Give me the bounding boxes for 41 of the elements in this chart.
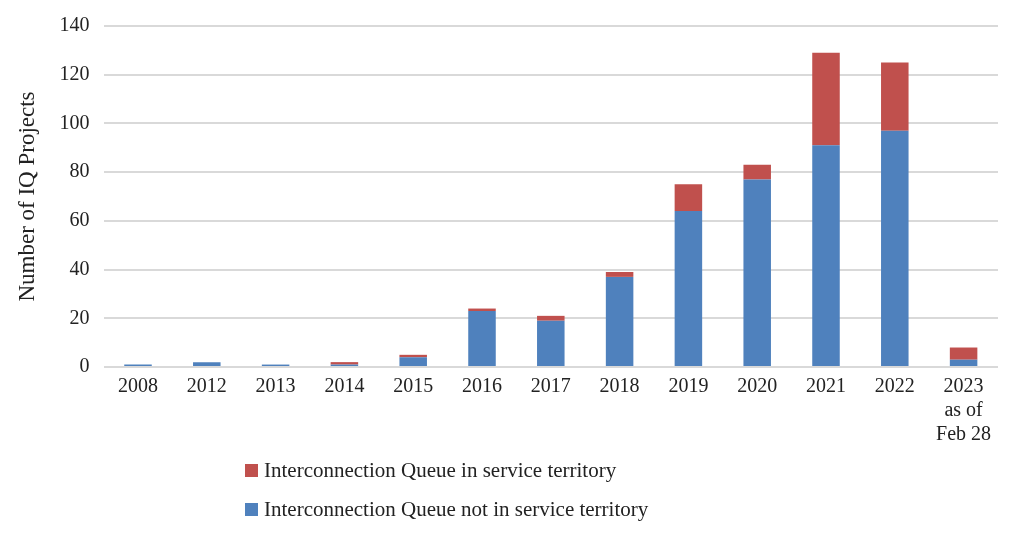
x-tick-label: 2015 — [393, 374, 434, 397]
x-tick-label: 2008 — [118, 374, 158, 397]
y-tick-label: 60 — [69, 208, 90, 231]
bar — [537, 320, 565, 366]
bar — [743, 179, 771, 366]
legend-label: Interconnection Queue in service territory — [264, 458, 617, 483]
x-tick-label: 2019 — [668, 374, 709, 397]
x-tick-label: 2016 — [462, 374, 502, 397]
x-tick-label: 2023 as of Feb 28 — [936, 374, 992, 445]
x-tick-label: 2018 — [599, 374, 640, 397]
y-tick-label: 100 — [59, 110, 90, 133]
bar — [881, 130, 909, 366]
bar — [399, 357, 427, 366]
y-tick-label: 20 — [69, 305, 90, 328]
x-tick-label: 2021 — [806, 374, 846, 397]
bar — [881, 62, 909, 131]
bar — [949, 359, 978, 366]
y-tick-label: 140 — [59, 13, 90, 36]
bar — [949, 347, 978, 360]
x-tick-label: 2013 — [255, 374, 296, 397]
y-axis-title: Number of IQ Projects — [13, 91, 39, 302]
y-tick-label: 40 — [69, 256, 90, 279]
x-tick-label: 2012 — [186, 374, 227, 397]
bar — [605, 272, 634, 277]
x-tick-label: 2022 — [874, 374, 915, 397]
x-tick-label: 2020 — [737, 374, 778, 397]
y-tick-label: 80 — [69, 159, 90, 182]
bar — [674, 211, 703, 366]
bar — [812, 52, 840, 146]
bar — [674, 184, 703, 212]
bar — [468, 310, 496, 366]
x-tick-label: 2014 — [324, 374, 365, 397]
x-tick-label: 2017 — [530, 374, 571, 397]
bar — [193, 362, 221, 366]
bar — [743, 164, 771, 180]
y-tick-label: 120 — [59, 61, 90, 84]
bar — [537, 315, 565, 321]
y-tick-label: 0 — [79, 354, 90, 377]
legend-label: Interconnection Queue not in service territory — [264, 497, 649, 522]
bar — [605, 276, 634, 366]
bar — [812, 145, 840, 366]
